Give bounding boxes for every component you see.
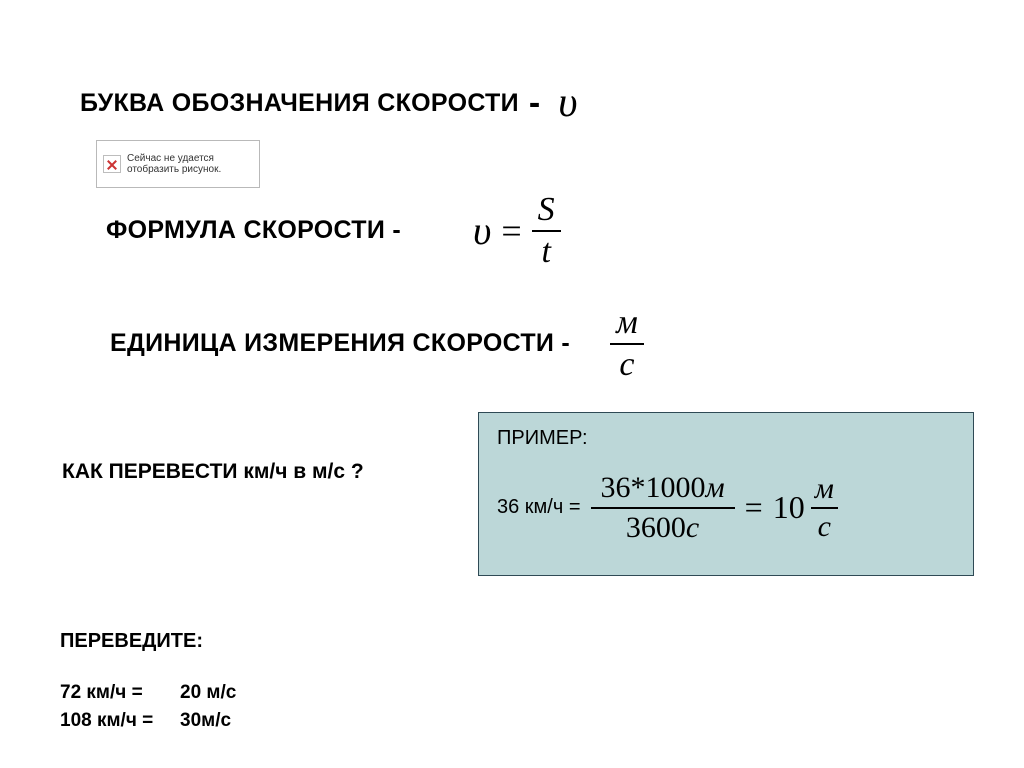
formula-denominator: t (535, 232, 556, 270)
label-unit: ЕДИНИЦА ИЗМЕРЕНИЯ СКОРОСТИ - (110, 329, 570, 358)
label-symbol-designation: БУКВА ОБОЗНАЧЕНИЯ СКОРОСТИ (80, 89, 519, 118)
convert-row: 72 км/ч = 20 м/с (60, 682, 236, 704)
unit-fraction: м с (610, 305, 644, 382)
example-equation: 36 км/ч = 36*1000м 3600с = 10 м с (497, 472, 955, 543)
question-convert: КАК ПЕРЕВЕСТИ км/ч в м/с ? (62, 460, 364, 484)
row-formula: ФОРМУЛА СКОРОСТИ - υ = S t (106, 192, 561, 269)
example-title: ПРИМЕР: (497, 427, 955, 450)
convert-lhs: 72 км/ч = (60, 682, 170, 704)
example-num-value: 36*1000 (601, 471, 706, 504)
result-unit-num: м (811, 473, 838, 507)
velocity-symbol: υ (558, 82, 577, 124)
example-den-unit: с (686, 511, 699, 544)
slide: БУКВА ОБОЗНАЧЕНИЯ СКОРОСТИ - υ Сейчас не… (0, 0, 1024, 768)
example-num-unit: м (706, 471, 725, 504)
broken-image-text: Сейчас не удается отобразить рисунок. (127, 153, 253, 176)
example-box: ПРИМЕР: 36 км/ч = 36*1000м 3600с = 10 м … (478, 412, 974, 576)
formula-equals: = (501, 210, 521, 252)
example-result-value: 10 (773, 489, 805, 526)
row-symbol-designation: БУКВА ОБОЗНАЧЕНИЯ СКОРОСТИ - υ (80, 82, 578, 124)
example-numerator: 36*1000м (591, 472, 735, 507)
convert-title: ПЕРЕВЕДИТЕ: (60, 630, 203, 653)
convert-rhs: 20 м/с (180, 682, 236, 704)
label-formula: ФОРМУЛА СКОРОСТИ - (106, 216, 401, 245)
convert-rhs: 30м/с (180, 710, 231, 732)
example-result-unit: м с (811, 473, 838, 542)
example-den-value: 3600 (626, 511, 686, 544)
example-lhs: 36 км/ч = (497, 496, 581, 519)
convert-rows: 72 км/ч = 20 м/с 108 км/ч = 30м/с (60, 682, 236, 738)
broken-image-placeholder: Сейчас не удается отобразить рисунок. (96, 140, 260, 188)
row-unit: ЕДИНИЦА ИЗМЕРЕНИЯ СКОРОСТИ - м с (110, 305, 644, 382)
example-equals: = (745, 489, 763, 526)
example-fraction: 36*1000м 3600с (591, 472, 735, 543)
broken-image-icon (103, 155, 121, 173)
dash: - (529, 86, 540, 120)
result-unit-den: с (814, 509, 835, 543)
unit-denominator: с (613, 345, 640, 383)
formula-fraction: S t (532, 192, 561, 269)
unit-numerator: м (610, 305, 644, 343)
example-denominator: 3600с (616, 509, 709, 544)
convert-row: 108 км/ч = 30м/с (60, 710, 236, 732)
formula-lhs-symbol: υ (473, 207, 491, 254)
convert-lhs: 108 км/ч = (60, 710, 170, 732)
formula-numerator: S (532, 192, 561, 230)
